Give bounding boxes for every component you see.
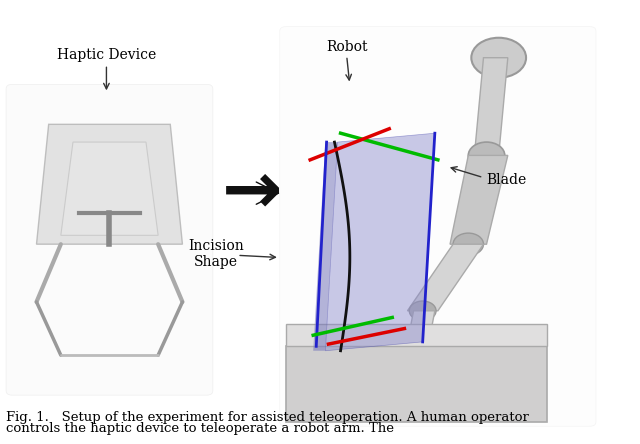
- Polygon shape: [450, 155, 508, 244]
- Circle shape: [453, 233, 483, 255]
- Polygon shape: [474, 58, 508, 155]
- Polygon shape: [286, 346, 547, 422]
- Circle shape: [410, 301, 436, 321]
- Text: →: →: [222, 159, 283, 228]
- Polygon shape: [286, 324, 547, 346]
- Text: Fig. 1.   Setup of the experiment for assisted teleoperation. A human operator: Fig. 1. Setup of the experiment for assi…: [6, 411, 529, 424]
- Polygon shape: [61, 142, 158, 235]
- Polygon shape: [313, 142, 337, 351]
- Text: Blade: Blade: [486, 173, 527, 187]
- Polygon shape: [36, 124, 182, 244]
- Polygon shape: [398, 311, 435, 391]
- Text: Haptic Device: Haptic Device: [57, 48, 156, 63]
- Text: Incision: Incision: [188, 239, 244, 254]
- Circle shape: [471, 38, 526, 78]
- Text: controls the haptic device to teleoperate a robot arm. The: controls the haptic device to teleoperat…: [6, 422, 394, 435]
- Polygon shape: [325, 133, 435, 351]
- Text: Shape: Shape: [194, 255, 238, 269]
- FancyBboxPatch shape: [280, 27, 596, 426]
- Circle shape: [468, 142, 505, 169]
- Text: Robot: Robot: [326, 40, 367, 54]
- Polygon shape: [408, 244, 483, 311]
- FancyBboxPatch shape: [6, 84, 213, 395]
